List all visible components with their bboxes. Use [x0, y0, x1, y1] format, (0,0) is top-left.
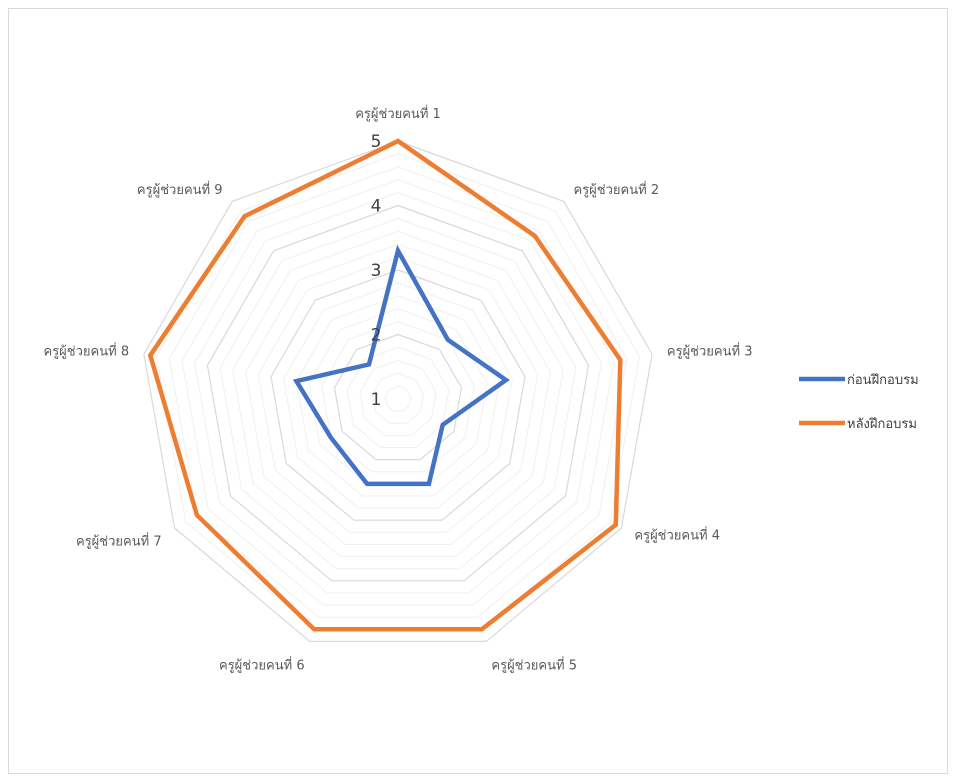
legend-label-2: หลังฝึกอบรม — [847, 417, 917, 432]
minor-gridline — [283, 282, 513, 509]
minor-gridline — [245, 243, 551, 545]
major-gridline — [333, 333, 463, 461]
category-label-5: ครูผู้ช่วยคนที่ 5 — [491, 657, 577, 674]
grid-layer — [143, 140, 653, 643]
minor-gridline — [372, 372, 424, 424]
chart-area: 1 2 3 4 5 ครูผู้ช่วยคนที่ 1 ครูผู้ช่วยคนที่ 2… — [8, 8, 948, 774]
minor-gridline — [219, 217, 577, 570]
tick-layer: 1 2 3 4 5 — [371, 132, 382, 410]
series-layer — [147, 138, 623, 632]
tick-label-2: 2 — [371, 326, 382, 346]
category-label-9: ครูผู้ช่วยคนที่ 9 — [137, 181, 223, 198]
major-gridline — [143, 140, 653, 643]
minor-gridline — [156, 153, 640, 630]
radar-chart: 1 2 3 4 5 ครูผู้ช่วยคนที่ 1 ครูผู้ช่วยคนที่ 2… — [44, 105, 919, 674]
minor-gridline — [359, 359, 437, 436]
tick-label-1: 1 — [371, 390, 382, 410]
tick-label-3: 3 — [371, 261, 382, 281]
major-gridline — [270, 269, 526, 521]
category-label-6: ครูผู้ช่วยคนที่ 6 — [219, 657, 305, 674]
minor-gridline — [295, 295, 501, 497]
category-label-1: ครูผู้ช่วยคนที่ 1 — [355, 105, 441, 122]
category-label-8: ครูผู้ช่วยคนที่ 8 — [44, 343, 130, 360]
category-label-2: ครูผู้ช่วยคนที่ 2 — [574, 181, 660, 198]
minor-gridline — [321, 321, 475, 473]
tick-label-5: 5 — [371, 132, 382, 152]
minor-gridline — [181, 179, 615, 606]
tick-label-4: 4 — [371, 197, 382, 217]
minor-gridline — [232, 230, 564, 558]
label-layer: ครูผู้ช่วยคนที่ 1 ครูผู้ช่วยคนที่ 2 ครูผู้… — [44, 105, 753, 674]
minor-gridline — [194, 192, 602, 594]
major-gridline — [206, 204, 590, 582]
minor-gridline — [346, 346, 450, 448]
category-label-4: ครูผู้ช่วยคนที่ 4 — [634, 527, 720, 544]
minor-gridline — [384, 385, 412, 412]
legend-label-1: ก่อนฝึกอบรม — [847, 373, 919, 388]
category-label-3: ครูผู้ช่วยคนที่ 3 — [667, 343, 753, 360]
minor-gridline — [168, 166, 628, 618]
series-line-1 — [292, 244, 510, 487]
minor-gridline — [257, 256, 539, 533]
series-line-2 — [147, 138, 623, 632]
category-label-7: ครูผู้ช่วยคนที่ 7 — [76, 533, 162, 550]
